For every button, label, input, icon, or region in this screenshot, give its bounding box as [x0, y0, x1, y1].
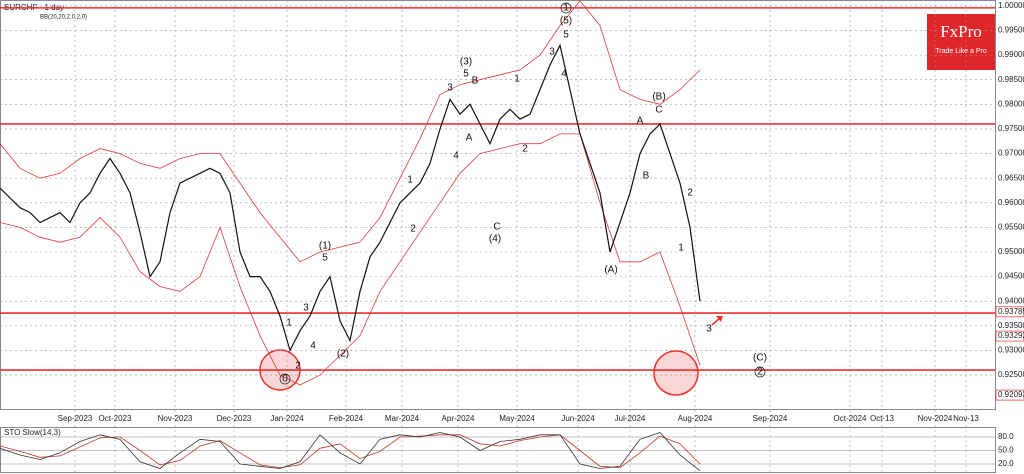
wave-label: 1: [407, 175, 413, 186]
bb-lower: [0, 133, 701, 386]
wave-label: 5: [463, 69, 469, 80]
price-label: 0.92093: [998, 390, 1024, 399]
wave-label: 4: [453, 151, 459, 162]
wave-label: (B): [652, 92, 665, 103]
x-tick-label: Feb-2024: [329, 414, 364, 423]
x-tick-label: Apr-2024: [442, 414, 475, 423]
wave-label: A: [637, 116, 644, 127]
x-tick-label: Sep-2023: [58, 414, 93, 423]
wave-label: 0: [282, 374, 288, 385]
stoch-k: [0, 432, 701, 472]
stoch-tick-label: 80.0: [998, 432, 1014, 441]
arrow-head: [716, 316, 723, 322]
wave-label: (C): [753, 353, 767, 364]
price-label: 0.93292: [998, 331, 1024, 340]
wave-label: 1: [563, 3, 569, 14]
wave-label: B: [643, 171, 650, 182]
wave-label: A: [466, 133, 473, 144]
wave-label: (2): [337, 349, 349, 360]
stoch-tick-label: 50.0: [998, 446, 1014, 455]
bb-upper: [0, 0, 701, 263]
wave-label: C: [493, 222, 500, 233]
y-tick-label: 0.92500: [998, 370, 1024, 379]
x-tick-label: Oct-2024: [834, 414, 867, 423]
stoch-tick-label: 20.0: [998, 459, 1014, 468]
stoch-d: [0, 434, 701, 469]
wave-label: 2: [687, 188, 693, 199]
x-tick-label: Aug-2024: [678, 414, 713, 423]
x-tick-label: Nov-13: [953, 414, 979, 423]
x-tick-label: Nov-2024: [918, 414, 953, 423]
wave-label: 3: [549, 47, 555, 58]
price-label-box: [995, 389, 1024, 401]
x-tick-label: Jun-2024: [561, 414, 595, 423]
x-tick-label: Nov-2023: [158, 414, 193, 423]
stoch-title: STO Slow(14,3): [4, 428, 61, 437]
wave-label: 2: [410, 224, 416, 235]
wave-circle: [560, 2, 572, 14]
x-tick-label: Jul-2024: [615, 414, 646, 423]
logo-tagline: Trade Like a Pro: [935, 48, 987, 55]
wave-label: 4: [310, 341, 316, 352]
price-label-box: [995, 330, 1024, 342]
wave-label: (5): [560, 16, 572, 27]
wave-label: 1: [678, 243, 684, 254]
wave-label: (4): [489, 234, 501, 245]
wave-label: 2: [757, 367, 763, 378]
wave-label: 2: [522, 144, 528, 155]
wave-label: 5: [322, 253, 328, 264]
price-label-box: [995, 306, 1024, 318]
wave-circle: [279, 373, 291, 385]
wave-label: 1: [514, 74, 520, 85]
wave-label: 3: [303, 303, 309, 314]
wave-label: 5: [563, 30, 569, 41]
wave-label: 1: [286, 318, 292, 329]
wave-label: 3: [447, 83, 453, 94]
wave-circle: [754, 366, 766, 378]
x-tick-label: Mar-2024: [385, 414, 420, 423]
price-label: 0.93785: [998, 307, 1024, 316]
logo-name: FxPro: [940, 22, 982, 41]
wave-label: (A): [604, 265, 617, 276]
price-line: [0, 43, 701, 353]
wave-label: (3): [460, 57, 472, 68]
stoch-frame: [0, 427, 996, 473]
wave-label: B: [472, 76, 479, 87]
target-circle: [653, 350, 699, 396]
x-tick-label: May-2024: [499, 414, 535, 423]
x-tick-label: Oct-13: [870, 414, 895, 423]
x-tick-label: Jan-2024: [270, 414, 304, 423]
logo-box: [927, 14, 995, 70]
x-tick-label: Oct-2023: [99, 414, 132, 423]
wave-label: 4: [561, 69, 567, 80]
wave-label: 2: [295, 361, 301, 372]
plot-frame: [0, 0, 996, 410]
wave-label: (1): [319, 241, 331, 252]
x-tick-label: Sep-2024: [753, 414, 788, 423]
wave-label: 3: [706, 324, 712, 335]
wave-label: C: [655, 105, 662, 116]
x-tick-label: Dec-2023: [217, 414, 252, 423]
indicator-label: BB(20,20,2,0,2,0): [40, 15, 87, 21]
